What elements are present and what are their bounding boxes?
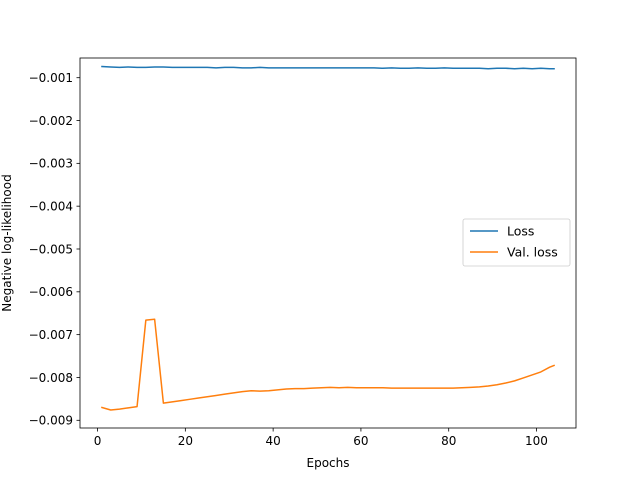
x-tick-label: 20 <box>178 434 193 448</box>
y-tick-label: −0.005 <box>29 242 73 256</box>
y-axis-label: Negative log-likelihood <box>0 174 14 311</box>
y-tick-label: −0.007 <box>29 328 73 342</box>
series-line-loss <box>101 65 555 70</box>
y-tick-label: −0.001 <box>29 71 73 85</box>
x-tick-label: 100 <box>525 434 548 448</box>
x-axis: 0 20 40 60 80 100 <box>94 428 548 448</box>
x-tick-label: 40 <box>265 434 280 448</box>
y-axis: −0.001 −0.002 −0.003 −0.004 −0.005 −0.006 −0.0… <box>29 71 80 428</box>
y-tick-label: −0.002 <box>29 114 73 128</box>
y-tick-label: −0.006 <box>29 285 73 299</box>
y-tick-label: −0.004 <box>29 199 73 213</box>
y-tick-label: −0.009 <box>29 414 73 428</box>
x-tick-label: 80 <box>441 434 456 448</box>
y-tick-label: −0.003 <box>29 157 73 171</box>
legend: Loss Val. loss <box>462 218 571 267</box>
y-tick-label: −0.008 <box>29 371 73 385</box>
plot-frame <box>79 57 577 429</box>
series-layer <box>101 65 556 411</box>
x-tick-label: 0 <box>94 434 102 448</box>
legend-label-loss: Loss <box>507 224 534 239</box>
x-axis-label: Epochs <box>307 456 350 470</box>
legend-label-val-loss: Val. loss <box>507 245 558 260</box>
series-line-val-loss <box>101 318 556 411</box>
x-tick-label: 60 <box>353 434 368 448</box>
